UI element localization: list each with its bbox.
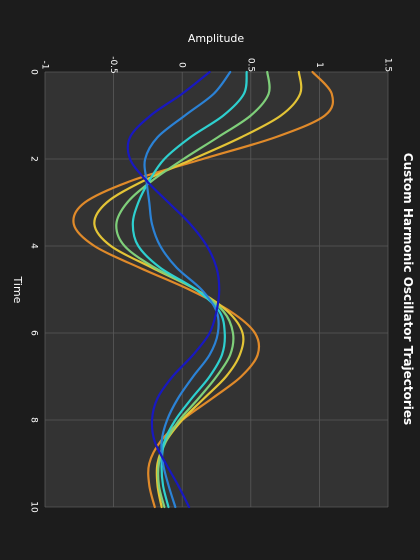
series-line-6 xyxy=(126,70,221,509)
y-tick-label: 1.5 xyxy=(383,58,393,72)
series-line-4 xyxy=(131,70,248,509)
series-group xyxy=(72,70,335,509)
y-tick-label: 0 xyxy=(177,62,187,68)
tick-labels: -1 -0.5 0 0.5 1 1.5 0 2 4 6 8 10 xyxy=(29,56,393,513)
y-tick-label: -0.5 xyxy=(108,56,118,74)
x-tick-label: 8 xyxy=(29,417,39,423)
y-tick-label: -1 xyxy=(40,61,50,70)
y-tick-label: 0.5 xyxy=(245,58,255,72)
x-axis-label: Time xyxy=(11,276,24,304)
x-tick-label: 10 xyxy=(29,501,39,513)
y-axis-label: Amplitude xyxy=(188,32,245,45)
x-tick-label: 2 xyxy=(29,156,39,162)
y-tick-label: 1 xyxy=(314,62,324,68)
chart-title: Custom Harmonic Oscillator Trajectories xyxy=(401,153,415,425)
x-tick-label: 0 xyxy=(29,69,39,75)
x-tick-label: 4 xyxy=(29,243,39,249)
grid xyxy=(44,71,389,508)
x-tick-label: 6 xyxy=(29,330,39,336)
plot-area xyxy=(45,72,388,507)
series-line-5 xyxy=(143,70,232,509)
